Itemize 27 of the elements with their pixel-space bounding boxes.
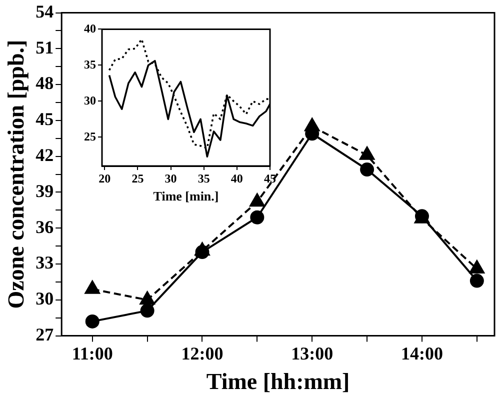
x-tick-label: 25	[132, 171, 144, 186]
x-tick-label: 11:00	[72, 343, 113, 364]
y-tick-label: 30	[36, 288, 54, 309]
x-tick-label: 20	[98, 171, 111, 186]
y-tick-label: 35	[84, 57, 96, 72]
x-tick-label: 45	[264, 171, 276, 186]
y-axis-title: Ozone concentration [ppb.]	[4, 40, 29, 309]
x-tick-label: 40	[230, 171, 243, 186]
y-tick-label: 25	[84, 129, 96, 144]
y-tick-label: 51	[36, 37, 54, 58]
y-tick-label: 45	[36, 109, 54, 130]
x-tick-label: 30	[164, 171, 177, 186]
y-tick-label: 27	[36, 324, 54, 344]
y-tick-label: 42	[36, 145, 54, 166]
y-tick-label: 39	[36, 180, 54, 201]
x-tick-label: 13:00	[291, 343, 334, 364]
x-axis-title: Time [hh:mm]	[206, 369, 350, 394]
x-tick-label: 35	[198, 171, 210, 186]
y-tick-label: 40	[84, 21, 96, 36]
y-tick-label: 36	[36, 216, 54, 237]
x-tick-label: 12:00	[181, 343, 224, 364]
y-tick-label: 33	[36, 252, 54, 273]
y-tick-label: 48	[36, 73, 54, 94]
y-tick-label: 54	[36, 1, 54, 22]
x-axis-title: Time [min.]	[153, 188, 219, 204]
y-tick-label: 30	[84, 93, 96, 108]
x-tick-label: 14:00	[400, 343, 443, 364]
